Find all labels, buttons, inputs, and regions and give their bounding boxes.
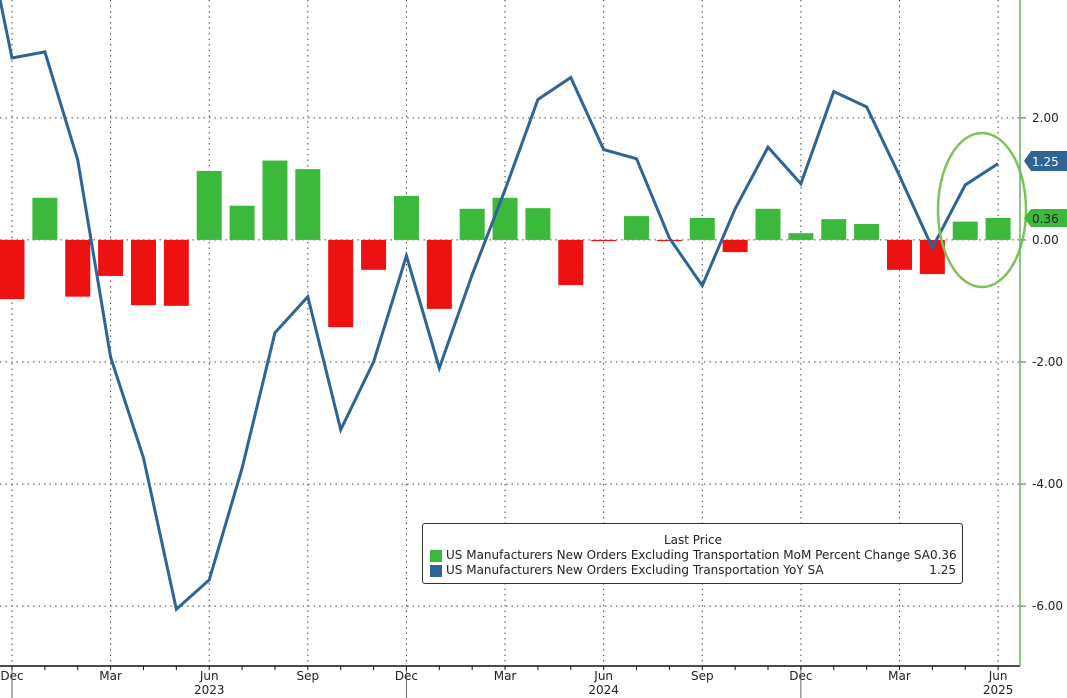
x-tick-label: Jun: [199, 669, 219, 683]
y-tick-label: -6.00: [1032, 599, 1063, 613]
legend-label: US Manufacturers New Orders Excluding Tr…: [446, 548, 930, 562]
bar: [229, 205, 255, 240]
bar: [985, 217, 1011, 240]
bar: [558, 239, 584, 286]
bar: [98, 239, 124, 276]
bar: [459, 208, 485, 240]
x-tick-label: Mar: [888, 669, 911, 683]
bar: [163, 239, 189, 306]
y-tick-label: -4.00: [1032, 477, 1063, 491]
bar: [591, 239, 617, 242]
bar: [722, 239, 748, 253]
legend-title: Last Price: [663, 533, 723, 547]
x-tick-label: Sep: [297, 669, 320, 683]
legend: Last Price US Manufacturers New Orders E…: [422, 523, 963, 584]
badge-yoy-text: 1.25: [1032, 155, 1059, 169]
y-axis-ticks: 2.00 0.00 -2.00 -4.00 -6.00: [1020, 111, 1063, 613]
bar: [525, 208, 551, 240]
x-year-label: 2023: [194, 683, 225, 697]
x-year-label: 2025: [983, 683, 1014, 697]
last-value-badges: 1.25 0.36: [1024, 151, 1067, 227]
badge-mom-text: 0.36: [1032, 212, 1059, 226]
legend-item-mom: US Manufacturers New Orders Excluding Tr…: [430, 548, 957, 563]
bar: [328, 239, 354, 328]
y-tick-label: 2.00: [1032, 111, 1059, 125]
bar: [393, 195, 419, 240]
yoy-line: [0, 0, 999, 613]
x-tick-label: Jun: [988, 669, 1008, 683]
legend-label: US Manufacturers New Orders Excluding Tr…: [446, 563, 824, 577]
bar: [854, 224, 880, 240]
last-value-badge-mom: 0.36: [1024, 209, 1067, 227]
bar: [361, 239, 387, 270]
bar: [262, 160, 288, 240]
legend-value: 1.25: [929, 563, 956, 577]
legend-swatch-green: [430, 549, 442, 562]
bar: [426, 239, 452, 309]
bar: [788, 233, 814, 240]
legend-item-yoy: US Manufacturers New Orders Excluding Tr…: [430, 563, 956, 578]
bar: [65, 239, 91, 297]
bar: [755, 208, 781, 240]
x-tick-label: Sep: [691, 669, 714, 683]
legend-value: 0.36: [929, 548, 957, 562]
x-tick-label: Mar: [494, 669, 517, 683]
y-tick-label: -2.00: [1032, 355, 1063, 369]
bar: [196, 170, 222, 240]
bar: [624, 216, 650, 240]
bar: [0, 239, 25, 300]
last-value-badge-yoy: 1.25: [1024, 151, 1067, 171]
x-year-label: 2024: [588, 683, 619, 697]
x-tick-label: Mar: [99, 669, 122, 683]
bar: [886, 239, 912, 270]
gridlines: [0, 0, 1020, 666]
bar-series: [0, 160, 1011, 328]
bar: [130, 239, 156, 306]
highlight-ellipse-annotation: [936, 131, 1028, 289]
bar: [295, 169, 321, 240]
bar: [952, 221, 978, 240]
legend-swatch-blue: [430, 564, 442, 577]
bar: [689, 217, 715, 240]
bar: [32, 197, 58, 240]
y-tick-label: 0.00: [1032, 233, 1059, 247]
x-tick-label: Jun: [593, 669, 613, 683]
bar: [492, 197, 518, 240]
bar: [821, 219, 847, 240]
